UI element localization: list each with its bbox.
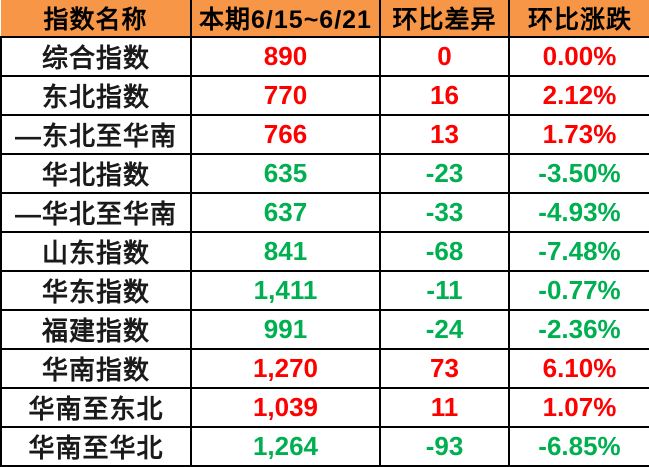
header-current-week: 本期6/15~6/21 xyxy=(190,0,381,38)
current-value-cell: 1,039 xyxy=(190,387,381,428)
pct-value-cell: -6.85% xyxy=(508,426,649,467)
pct-value-cell: -4.93% xyxy=(508,192,649,233)
table-row: 华南至东北 1,039 11 1.07% xyxy=(0,387,649,428)
index-name-cell: 综合指数 xyxy=(0,36,192,77)
index-name-cell: —华北至华南 xyxy=(0,192,192,233)
table-row: 华北指数 635 -23 -3.50% xyxy=(0,153,649,194)
diff-value-cell: 0 xyxy=(379,36,510,77)
current-value-cell: 770 xyxy=(190,75,381,116)
diff-value-cell: -23 xyxy=(379,153,510,194)
diff-value-cell: 13 xyxy=(379,114,510,155)
pct-value-cell: -0.77% xyxy=(508,270,649,311)
current-value-cell: 890 xyxy=(190,36,381,77)
header-index-name: 指数名称 xyxy=(1,0,192,38)
current-value-cell: 1,270 xyxy=(190,348,381,389)
pct-value-cell: 2.12% xyxy=(508,75,649,116)
table-body: 综合指数 890 0 0.00% 东北指数 770 16 2.12% —东北至华… xyxy=(0,36,649,467)
header-wow-change: 环比涨跌 xyxy=(508,0,649,38)
pct-value-cell: 6.10% xyxy=(508,348,649,389)
current-value-cell: 1,264 xyxy=(190,426,381,467)
pct-value-cell: 0.00% xyxy=(508,36,649,77)
diff-value-cell: -24 xyxy=(379,309,510,350)
table-row: 东北指数 770 16 2.12% xyxy=(0,75,649,116)
index-name-cell: 东北指数 xyxy=(0,75,192,116)
current-value-cell: 1,411 xyxy=(190,270,381,311)
index-name-cell: 福建指数 xyxy=(0,309,192,350)
header-row: 指数名称 本期6/15~6/21 环比差异 环比涨跌 xyxy=(1,0,649,38)
diff-value-cell: -11 xyxy=(379,270,510,311)
table-row: 综合指数 890 0 0.00% xyxy=(0,36,649,77)
pct-value-cell: 1.73% xyxy=(508,114,649,155)
current-value-cell: 991 xyxy=(190,309,381,350)
pct-value-cell: -3.50% xyxy=(508,153,649,194)
diff-value-cell: 11 xyxy=(379,387,510,428)
pct-value-cell: -2.36% xyxy=(508,309,649,350)
diff-value-cell: 73 xyxy=(379,348,510,389)
index-name-cell: 华南至东北 xyxy=(0,387,192,428)
current-value-cell: 635 xyxy=(190,153,381,194)
table-row: 华南至华北 1,264 -93 -6.85% xyxy=(0,426,649,467)
index-name-cell: 山东指数 xyxy=(0,231,192,272)
pct-value-cell: -7.48% xyxy=(508,231,649,272)
diff-value-cell: -33 xyxy=(379,192,510,233)
table-row: 华南指数 1,270 73 6.10% xyxy=(0,348,649,389)
current-value-cell: 637 xyxy=(190,192,381,233)
current-value-cell: 766 xyxy=(190,114,381,155)
table-row: —华北至华南 637 -33 -4.93% xyxy=(0,192,649,233)
table-row: 华东指数 1,411 -11 -0.77% xyxy=(0,270,649,311)
table-row: 山东指数 841 -68 -7.48% xyxy=(0,231,649,272)
pct-value-cell: 1.07% xyxy=(508,387,649,428)
header-wow-diff: 环比差异 xyxy=(379,0,510,38)
table-header: 指数名称 本期6/15~6/21 环比差异 环比涨跌 xyxy=(1,0,649,38)
index-name-cell: —东北至华南 xyxy=(0,114,192,155)
index-name-cell: 华南指数 xyxy=(0,348,192,389)
diff-value-cell: -68 xyxy=(379,231,510,272)
diff-value-cell: 16 xyxy=(379,75,510,116)
index-name-cell: 华北指数 xyxy=(0,153,192,194)
current-value-cell: 841 xyxy=(190,231,381,272)
index-name-cell: 华东指数 xyxy=(0,270,192,311)
diff-value-cell: -93 xyxy=(379,426,510,467)
table-row: —东北至华南 766 13 1.73% xyxy=(0,114,649,155)
index-name-cell: 华南至华北 xyxy=(0,426,192,467)
table-row: 福建指数 991 -24 -2.36% xyxy=(0,309,649,350)
